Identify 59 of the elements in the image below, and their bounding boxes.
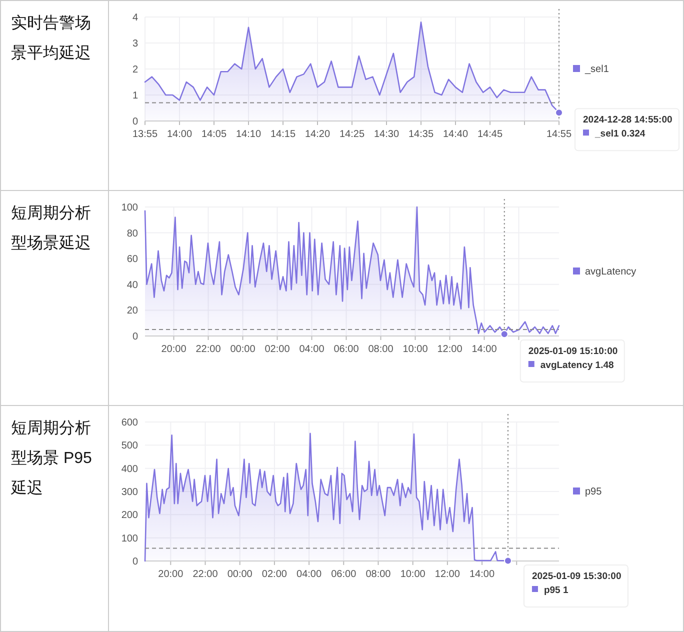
legend-label: p95 <box>585 486 602 498</box>
y-tick-label: 40 <box>126 280 138 291</box>
x-tick-label: 02:00 <box>262 569 288 580</box>
x-tick-label: 04:00 <box>299 344 325 355</box>
y-tick-label: 400 <box>121 464 138 475</box>
y-tick-label: 60 <box>126 254 138 266</box>
y-tick-label: 1 <box>132 90 138 102</box>
x-tick-label: 14:00 <box>472 344 498 355</box>
x-tick-label: 14:45 <box>477 129 503 140</box>
legend-label: avgLatency <box>585 266 636 278</box>
x-tick-label: 14:30 <box>374 129 400 140</box>
text: 短周期分析型场景延迟 <box>1 191 109 405</box>
x-tick-label: 02:00 <box>264 344 290 355</box>
x-tick-label: 14:35 <box>408 129 434 140</box>
x-tick-label: 14:00 <box>470 569 495 580</box>
x-tick-label: 10:00 <box>402 344 428 355</box>
y-tick-label: 4 <box>132 12 138 24</box>
x-tick-label: 20:00 <box>161 344 187 355</box>
y-tick-label: 3 <box>132 38 138 50</box>
x-tick-label: 06:00 <box>331 569 357 580</box>
x-tick-label: 14:10 <box>236 129 262 140</box>
annotation: 2024-12-28 14:55:00 _sel1 0.324 <box>583 114 672 140</box>
x-tick-label: 14:00 <box>166 129 192 140</box>
x-tick-label: 14:40 <box>442 129 468 140</box>
x-tick-label: 22:00 <box>196 344 222 355</box>
y-tick-label: 100 <box>121 533 138 544</box>
x-tick-label: 08:00 <box>366 569 392 580</box>
x-tick-label: 00:00 <box>230 344 256 355</box>
x-tick-label: 10:00 <box>400 569 426 580</box>
text: 短周期分析型场景 P95 延迟 <box>1 406 109 631</box>
y-tick-label: 20 <box>126 306 138 317</box>
annotation: 2025-01-09 15:30:00 p95 1 <box>532 571 622 596</box>
text: 实时告警场景平均延迟 <box>1 1 109 190</box>
x-tick-label: 14:05 <box>201 129 227 140</box>
x-tick-label: 22:00 <box>192 569 218 580</box>
x-tick-label: 06:00 <box>334 344 360 355</box>
x-tick-label: 00:00 <box>227 569 253 580</box>
annotation: 2025-01-09 15:10:00 avgLatency 1.48 <box>528 346 618 371</box>
x-tick-label: 08:00 <box>368 344 394 355</box>
x-tick-label: 13:55 <box>132 129 158 140</box>
y-tick-label: 0 <box>132 116 138 128</box>
y-tick-label: 2 <box>132 64 138 76</box>
y-tick-label: 300 <box>121 487 138 498</box>
x-tick-label: 14:20 <box>304 129 330 140</box>
y-tick-label: 600 <box>121 418 138 428</box>
y-tick-label: 0 <box>132 332 138 342</box>
x-tick-label: 04:00 <box>296 569 322 580</box>
y-tick-label: 200 <box>121 510 138 522</box>
y-tick-label: 500 <box>121 440 138 452</box>
x-tick-label: 12:00 <box>434 569 460 580</box>
y-tick-label: 0 <box>132 556 138 568</box>
x-tick-label: 14:55 <box>546 129 572 140</box>
x-tick-label: 20:00 <box>158 569 184 580</box>
y-tick-label: 100 <box>121 202 138 214</box>
x-tick-label: 14:25 <box>339 129 365 140</box>
x-tick-label: 14:15 <box>270 129 296 140</box>
x-tick-label: 12:00 <box>437 344 463 355</box>
y-tick-label: 80 <box>126 228 138 240</box>
legend-label: _sel1 <box>584 64 610 75</box>
